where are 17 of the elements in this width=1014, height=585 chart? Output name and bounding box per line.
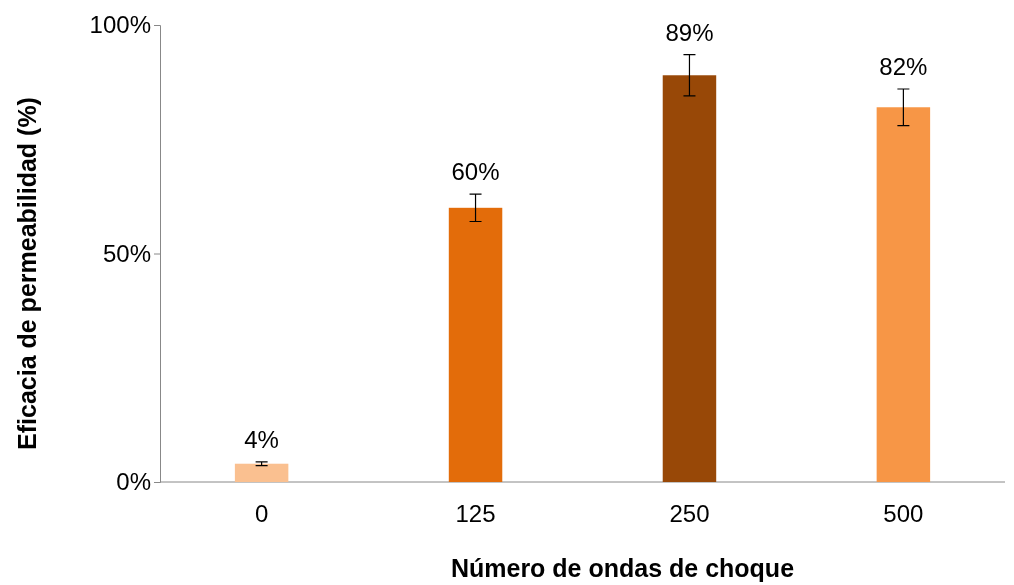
bar xyxy=(234,463,289,482)
y-tick-label: 50% xyxy=(102,239,151,267)
x-axis-title: Número de ondas de choque xyxy=(450,554,795,582)
x-tick-label: 500 xyxy=(883,499,924,527)
y-tick-label: 100% xyxy=(89,11,151,39)
data-label: 82% xyxy=(879,52,928,80)
bar xyxy=(662,75,717,482)
data-label: 60% xyxy=(451,158,500,186)
data-label: 89% xyxy=(665,18,714,46)
x-tick-label: 125 xyxy=(455,499,496,527)
data-label: 4% xyxy=(244,425,279,453)
y-axis-title: Eficacia de permeabilidad (%) xyxy=(13,97,41,450)
bar xyxy=(448,207,503,482)
x-tick-label: 250 xyxy=(669,499,710,527)
x-tick-label: 0 xyxy=(254,499,269,527)
bar xyxy=(876,107,931,482)
y-tick-label: 0% xyxy=(116,468,151,496)
